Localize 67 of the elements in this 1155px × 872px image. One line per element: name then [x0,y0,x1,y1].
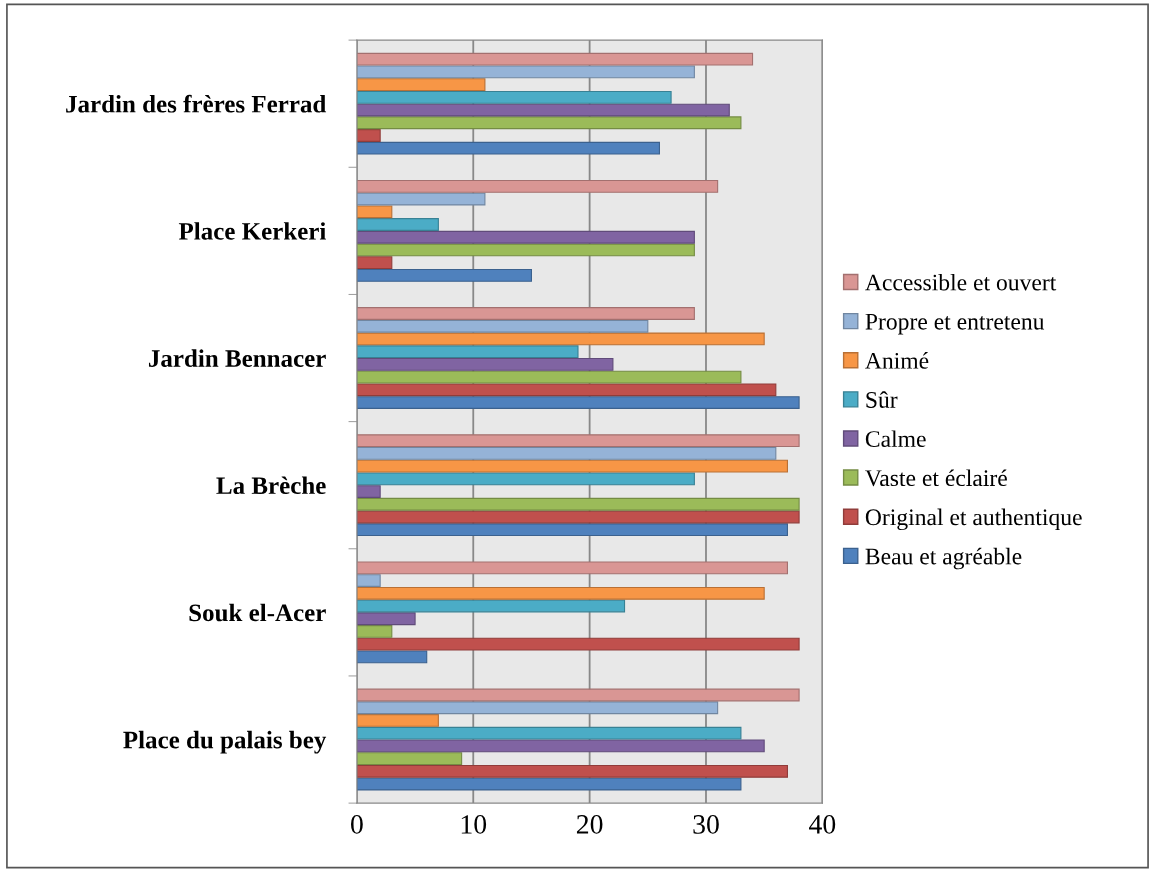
bar [356,116,742,130]
bar [356,129,381,142]
x-tick-label: 20 [576,815,603,834]
bar [356,205,393,219]
legend-label: Accessible et ouvert [865,273,1057,291]
bar [356,332,765,346]
bar [356,357,614,371]
y-tick-label: Jardin Bennacer [148,349,326,367]
bar [356,65,695,79]
legend-label: Sûr [866,391,898,408]
y-tick-label: La Brèche [216,476,326,495]
bar [356,688,800,702]
x-tick-label: 0 [351,815,363,834]
bar [356,319,649,333]
y-tick-label: Jardin des frères Ferrad [66,94,327,113]
bar [356,574,381,587]
bar [356,243,695,257]
bar [356,52,754,66]
bar [356,625,393,638]
bar [356,485,381,498]
bar [356,218,439,231]
legend-label: Vaste et éclairé [865,469,1007,487]
bar [356,446,777,460]
x-tick-label: 30 [693,815,719,834]
bar [356,383,777,397]
bar [356,497,800,511]
bar [356,472,695,486]
y-tick-label: Place du palais bey [123,730,327,754]
y-tick-label: Place Kerkeri [178,222,326,240]
legend-label: Beau et agréable [865,547,1022,570]
x-tick-label: 40 [809,815,836,834]
bar [356,434,800,448]
bar [356,714,439,727]
bar [356,78,486,92]
bar [356,523,789,537]
bar [356,637,800,651]
bar [356,345,579,359]
bar [356,701,719,715]
bar [356,739,765,753]
bar [356,370,742,384]
legend-label: Original et authentique [865,508,1082,531]
bar [356,396,800,409]
y-tick-label: Souk el-Acer [189,603,326,622]
bar [356,459,789,473]
bar [356,752,463,766]
bar [356,90,672,104]
bar [356,599,626,613]
bar [356,726,742,740]
bar [356,179,719,193]
bar [356,777,742,791]
bar [356,230,695,244]
bar [356,192,486,206]
bar [356,764,789,778]
bar [356,510,800,524]
bar [356,586,765,600]
bar [356,612,416,626]
bar [356,103,730,117]
bar [356,650,428,664]
x-tick-label: 10 [461,815,487,834]
legend-label: Propre et entretenu [865,313,1045,335]
bar [356,561,789,575]
legend-label: Calme [865,430,926,447]
legend-label: Animé [865,352,929,369]
bar [356,256,393,270]
bar [356,307,695,320]
bar [356,141,661,155]
bar [356,268,532,282]
